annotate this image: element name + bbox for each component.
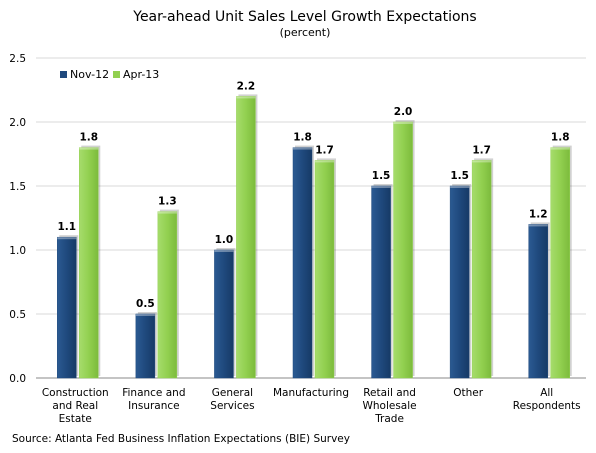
data-label: 2.2 (237, 80, 256, 92)
y-tick-label: 1.5 (9, 181, 26, 193)
x-category-line: General (212, 387, 253, 399)
data-label: 1.5 (372, 170, 391, 182)
bar-highlight (157, 211, 177, 214)
bars (57, 94, 572, 379)
data-label: 1.5 (450, 170, 469, 182)
bar-highlight (57, 237, 77, 240)
data-label: 1.8 (79, 132, 98, 144)
data-labels: 1.11.80.51.31.02.21.81.71.52.01.51.71.21… (57, 80, 569, 310)
bar-apr-13 (550, 147, 570, 379)
x-category-label: Other (453, 387, 483, 399)
data-label: 1.1 (57, 221, 76, 233)
x-category-line: Other (453, 387, 483, 399)
bar-apr-13 (471, 160, 492, 379)
legend-label: Nov-12 (70, 68, 109, 81)
data-label: 1.3 (158, 196, 177, 208)
x-category-line: All (540, 387, 553, 399)
y-tick-label: 1.0 (9, 245, 26, 257)
x-category-label: Construction and Real Estate (42, 387, 109, 425)
bar-apr-13 (314, 160, 335, 379)
bar-highlight (293, 147, 312, 150)
y-axis: 0.0 0.5 1.0 1.5 2.0 2.5 (9, 53, 26, 385)
bar-highlight (450, 186, 470, 188)
x-category-line: Services (210, 400, 254, 412)
data-label: 1.0 (215, 234, 234, 246)
bar-apr-13 (236, 96, 256, 379)
data-label: 1.7 (315, 144, 334, 156)
x-category-line: and Real (52, 400, 98, 412)
x-category-line: Construction (42, 387, 109, 399)
x-category-label: General Services (210, 387, 254, 412)
bar-highlight (371, 186, 391, 188)
bar-highlight (135, 314, 155, 316)
bar-nov-12 (371, 185, 391, 379)
bar-nov-12 (214, 249, 234, 379)
bar-apr-13 (79, 147, 99, 379)
bar-nov-12 (528, 224, 548, 379)
chart-subtitle: (percent) (280, 26, 331, 39)
x-category-line: Wholesale (363, 400, 417, 412)
data-label: 2.0 (394, 106, 413, 118)
bar-highlight (214, 250, 234, 252)
bar-nov-12 (449, 185, 470, 379)
bar-highlight (528, 224, 548, 227)
x-category-label: All Respondents (513, 387, 581, 412)
legend-swatch (60, 71, 67, 78)
bar-nov-12 (292, 147, 313, 379)
x-category-line: Retail and (363, 387, 416, 399)
x-category-line: Trade (374, 413, 404, 425)
x-category-label: Retail and Wholesale Trade (363, 387, 417, 425)
y-tick-label: 2.0 (9, 117, 26, 129)
x-category-line: Estate (59, 413, 92, 425)
data-label: 1.7 (472, 144, 491, 156)
chart-title: Year-ahead Unit Sales Level Growth Expec… (132, 9, 476, 25)
data-label: 1.2 (529, 208, 548, 220)
bar-highlight (550, 147, 570, 150)
data-label: 1.8 (293, 132, 312, 144)
bar-highlight (472, 160, 492, 163)
legend-swatch (113, 71, 120, 78)
y-tick-label: 2.5 (9, 53, 26, 65)
bar-highlight (236, 96, 256, 99)
bar-nov-12 (135, 313, 156, 379)
data-label: 1.8 (551, 132, 570, 144)
legend: Nov-12 Apr-13 (60, 68, 159, 81)
bar-nov-12 (57, 236, 77, 379)
x-category-line: Respondents (513, 400, 581, 412)
x-category-line: Insurance (128, 400, 180, 412)
x-category-label: Finance and Insurance (122, 387, 185, 412)
bar-apr-13 (393, 121, 413, 379)
legend-label: Apr-13 (123, 68, 159, 81)
x-category-line: Manufacturing (273, 387, 349, 399)
bar-highlight (79, 147, 99, 150)
data-label: 0.5 (136, 298, 155, 310)
x-axis: Construction and Real Estate Finance and Ins… (42, 387, 581, 425)
y-tick-label: 0.0 (9, 373, 26, 385)
y-tick-label: 0.5 (9, 309, 26, 321)
bar-highlight (393, 122, 413, 124)
x-category-label: Manufacturing (273, 387, 349, 399)
x-category-line: Finance and (122, 387, 185, 399)
source-note: Source: Atlanta Fed Business Inflation E… (12, 433, 350, 445)
bar-highlight (315, 160, 334, 163)
bar-apr-13 (157, 211, 178, 379)
